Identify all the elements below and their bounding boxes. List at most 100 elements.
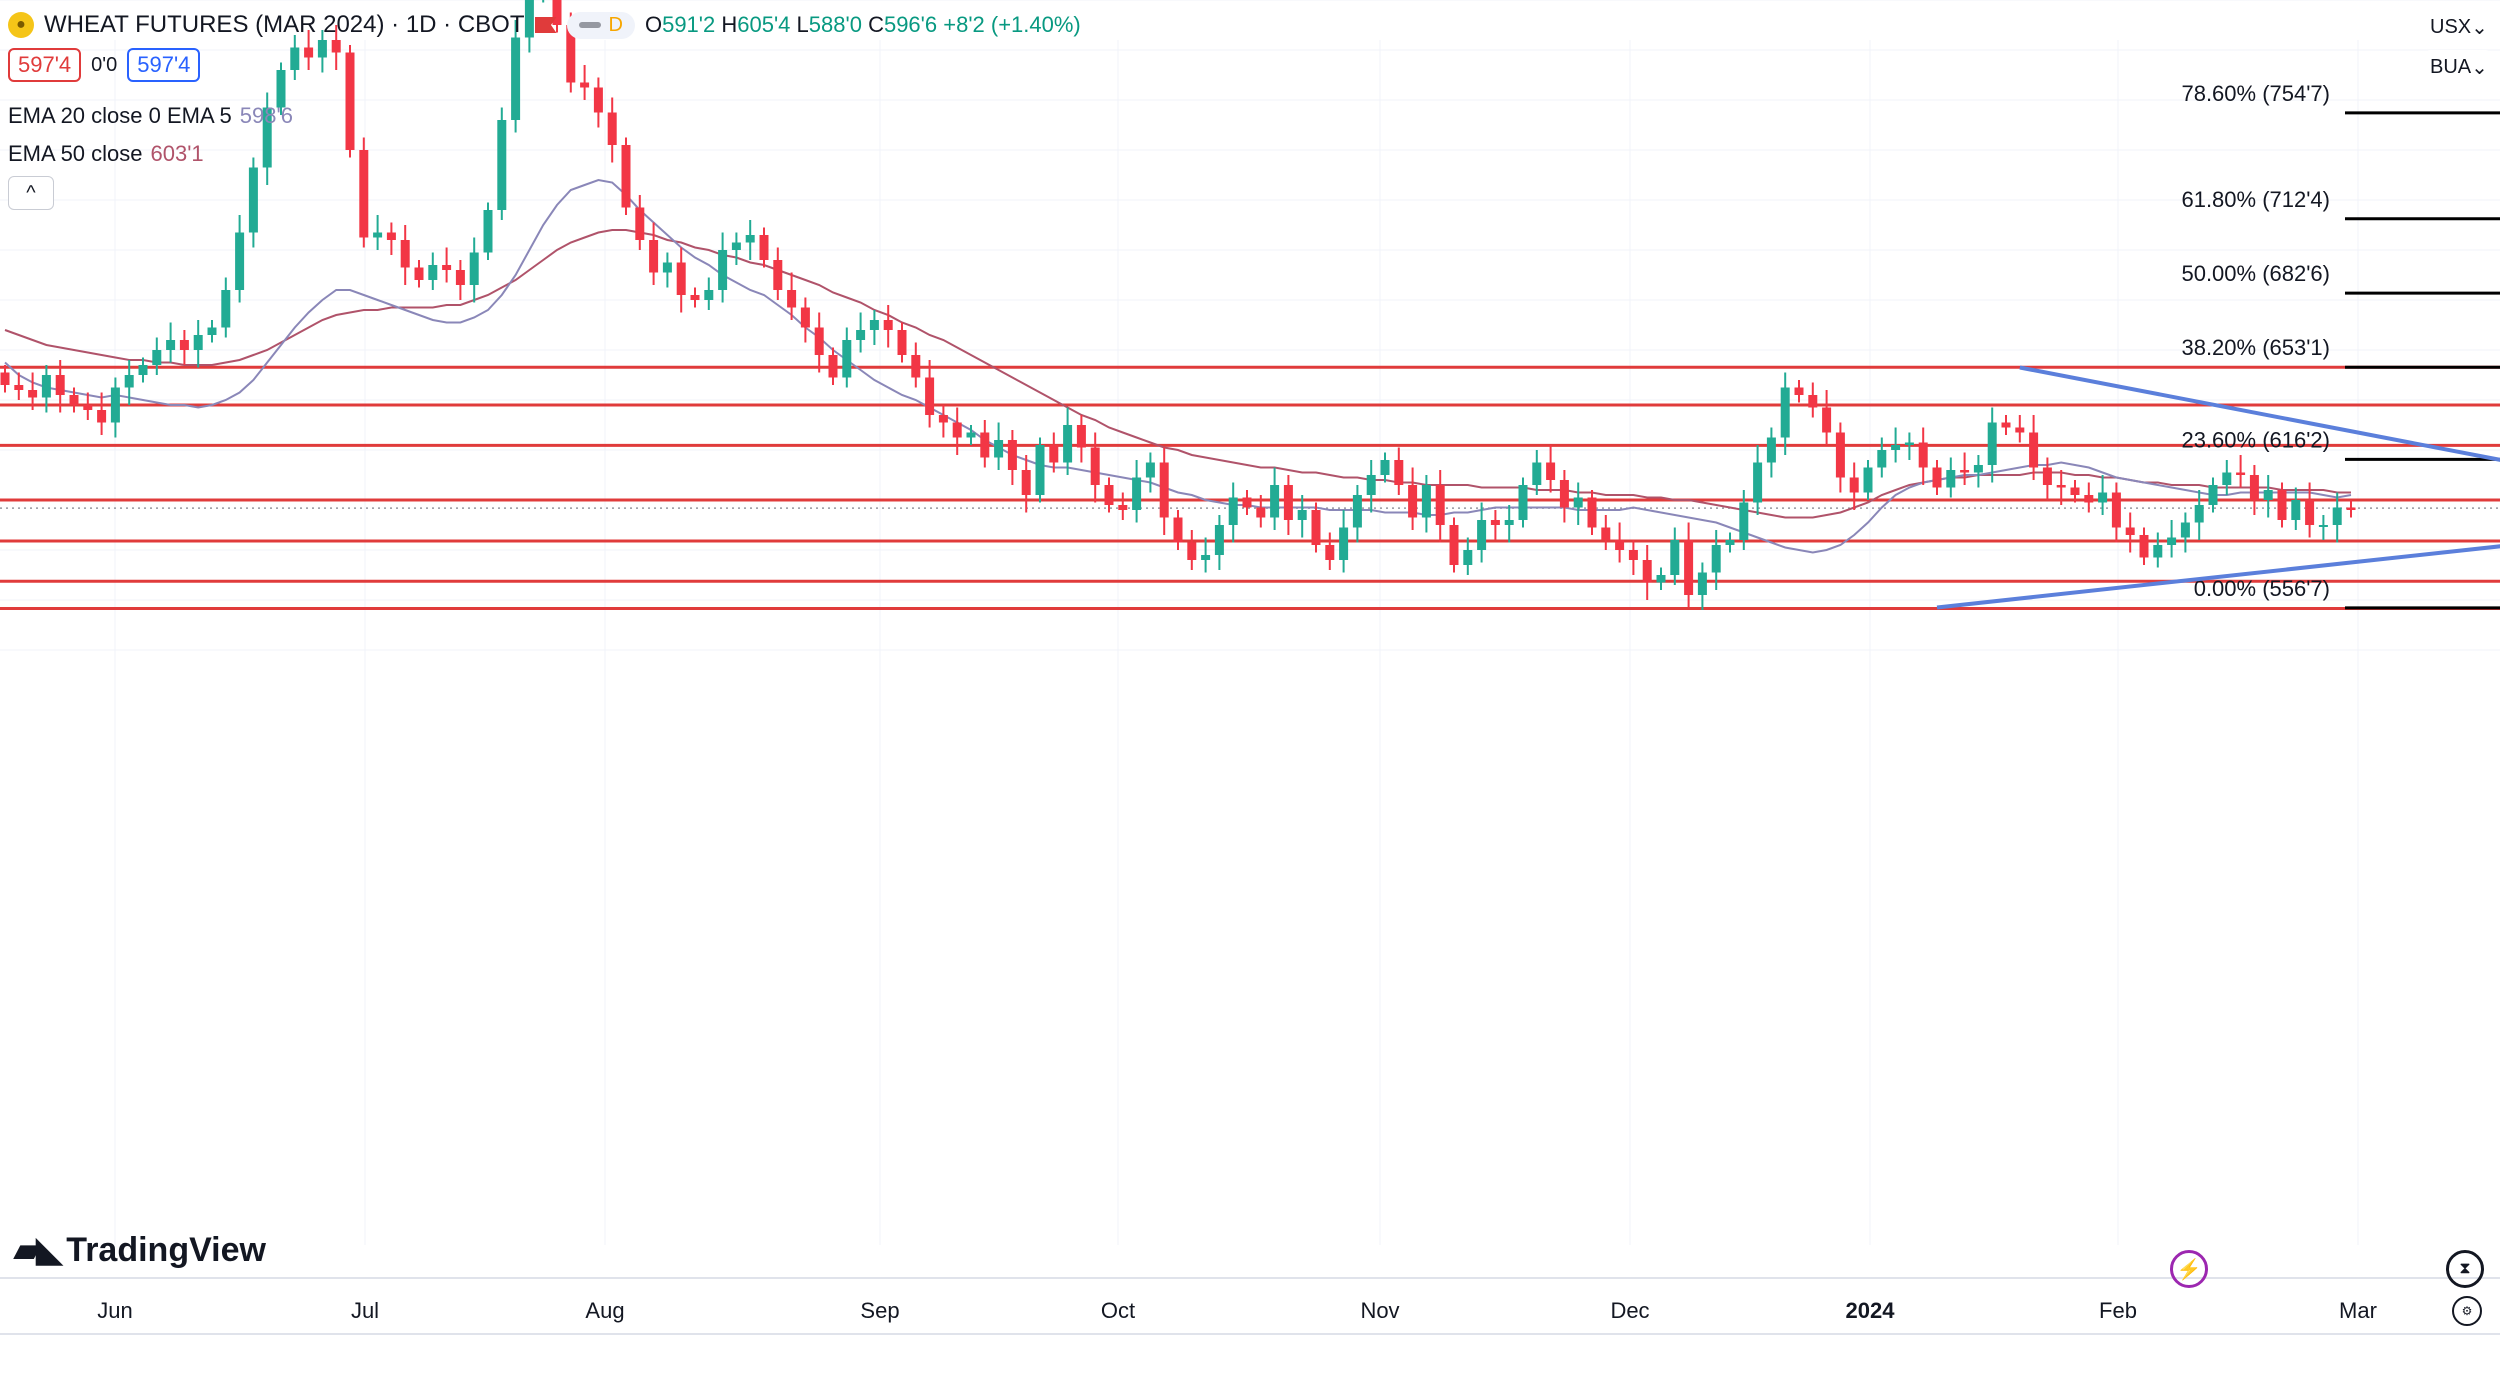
candle-body [2070,487,2080,495]
candle-body [566,25,576,83]
candle-body [497,120,507,210]
symbol-title[interactable]: WHEAT FUTURES (MAR 2024) · 1D · CBOT [44,11,525,38]
fib-label: 78.60% (754'7) [2181,81,2330,106]
candle-body [2084,495,2094,503]
candle-body [731,242,741,250]
candle [2346,500,2356,518]
candle-body [2194,505,2204,523]
time-axis[interactable]: Jun Jul Aug Sep Oct Nov Dec 2024 Feb Mar [0,1277,2500,1323]
candle [193,320,203,368]
candle [55,360,65,413]
candle-body [2098,492,2108,503]
candle-body [1904,442,1914,445]
candle-body [2222,472,2232,485]
lightning-icon[interactable]: ⚡ [2170,1250,2208,1288]
candle-body [442,265,452,270]
candle [1173,510,1183,550]
candle-body [1049,445,1059,463]
candle-body [124,375,134,388]
candle-body [690,295,700,300]
tradingview-logo[interactable]: ▰◣ TradingView [14,1230,266,1270]
candle-body [0,372,10,385]
x-tick-label: 2024 [1846,1298,1896,1323]
unit-selector[interactable]: BUA ⌄ [2424,50,2492,84]
candle-body [2167,537,2177,545]
flag-icon[interactable] [534,17,557,33]
candle-body [676,262,686,295]
candle-body [1187,542,1197,560]
candle-body [2236,472,2246,475]
indicator-ema20[interactable]: EMA 20 close 0 EMA 5 598'6 [8,103,293,129]
ohlc-readout: O591'2 H605'4 L588'0 C596'6 +8'2 (+1.40%… [644,12,1081,37]
candle-body [1766,437,1776,463]
candle-body [248,167,258,233]
candle [0,365,10,393]
candle [925,360,935,428]
candle-body [28,390,38,398]
x-tick-label: Jun [97,1298,132,1323]
candle-body [290,47,300,70]
candle [593,77,603,128]
candle [524,0,534,53]
candle [690,287,700,308]
sell-button[interactable]: 597'4 [8,48,82,82]
candle [1090,432,1100,503]
candle [138,357,148,383]
candle [373,215,383,250]
candle [1932,460,1942,495]
currency-selector[interactable]: USX ⌄ [2424,10,2492,44]
candle [1325,532,1335,570]
candle-body [1573,497,1583,508]
candle [2277,482,2287,528]
candle-body [649,240,659,273]
trendlines[interactable] [1936,365,2500,610]
candle-body [925,377,935,415]
candle [1352,485,1362,543]
candle [124,360,134,405]
candle [414,260,424,288]
indicator-ema50[interactable]: EMA 50 close 603'1 [8,141,204,167]
candle [1380,452,1390,483]
candle [497,107,507,220]
candle-body [1739,502,1749,540]
candle-body [331,40,341,53]
candle-body [773,260,783,290]
candle [1794,380,1804,403]
candle [1960,452,1970,485]
fib-label: 23.60% (616'2) [2181,427,2330,452]
candle [704,277,714,310]
candle [1973,455,1983,488]
candle-body [856,330,866,340]
candle-body [1849,477,1859,493]
candle-body [952,422,962,438]
hourglass-icon[interactable]: ⧗ [2446,1250,2484,1288]
candle [1021,455,1031,513]
settings-gear-icon[interactable]: ⚙ [2452,1296,2482,1326]
price-chart[interactable]: 100.00% (808'6)78.60% (754'7)61.80% (712… [0,0,2500,1330]
candle [1159,447,1169,535]
x-tick-label: Dec [1610,1298,1649,1323]
candle [400,225,410,285]
candle [759,227,769,268]
candle-body [1642,560,1652,583]
candle [1628,540,1638,575]
candle-body [1863,467,1873,493]
candle [2139,527,2149,565]
candle-body [1490,520,1500,525]
candle-body [1711,545,1721,573]
candle-body [1214,525,1224,555]
candle [1849,462,1859,510]
symbol-header[interactable]: ● WHEAT FUTURES (MAR 2024) · 1D · CBOT D… [8,8,1081,42]
collapse-indicators-button[interactable]: ^ [8,176,54,210]
chevron-down-icon: ⌄ [2471,56,2488,79]
candle-body [662,262,672,273]
candle-body [1559,480,1569,508]
fib-label: 61.80% (712'4) [2181,187,2330,212]
candle [1546,445,1556,493]
market-status-pill[interactable]: D [566,11,635,39]
candle-body [1697,572,1707,595]
fib-label: 50.00% (682'6) [2181,261,2330,286]
candle-body [1132,477,1142,510]
fib-label: 0.00% (556'7) [2194,576,2330,601]
buy-button[interactable]: 597'4 [127,48,201,82]
